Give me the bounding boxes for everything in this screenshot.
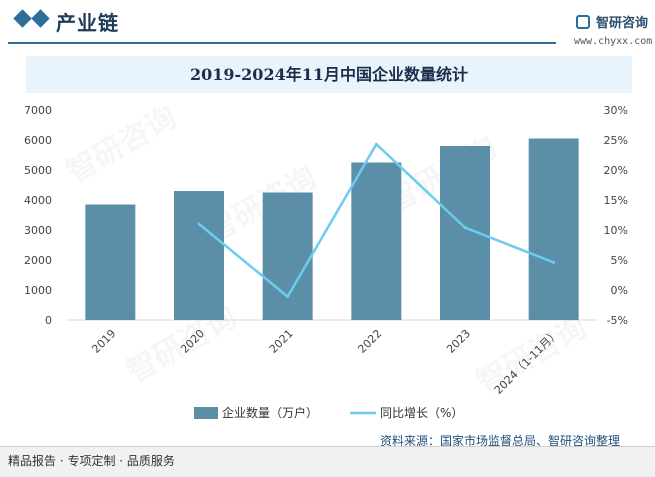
right-axis-tick-label: 5% bbox=[611, 254, 628, 267]
right-axis-tick-label: 15% bbox=[604, 194, 628, 207]
growth-point bbox=[463, 226, 467, 230]
left-axis-tick-label: 7000 bbox=[24, 104, 52, 117]
bar bbox=[528, 138, 579, 320]
left-axis-tick-label: 2000 bbox=[24, 254, 52, 267]
x-tick-label: 2023 bbox=[444, 327, 473, 356]
bar bbox=[351, 162, 402, 320]
x-tick-label: 2019 bbox=[89, 327, 118, 356]
brand-url: www.chyxx.com bbox=[574, 36, 653, 47]
left-axis-tick-label: 1000 bbox=[24, 284, 52, 297]
bar bbox=[262, 192, 313, 320]
growth-point bbox=[286, 295, 290, 299]
legend-bar-label: 企业数量（万户） bbox=[222, 405, 318, 420]
right-axis-tick-label: 20% bbox=[604, 164, 628, 177]
left-axis-tick-label: 6000 bbox=[24, 134, 52, 147]
right-axis-tick-label: 0% bbox=[611, 284, 628, 297]
legend-bar-swatch bbox=[194, 407, 218, 419]
left-axis-tick-label: 5000 bbox=[24, 164, 52, 177]
x-tick-label: 2020 bbox=[178, 327, 207, 356]
left-axis-tick-label: 3000 bbox=[24, 224, 52, 237]
right-axis-tick-label: 10% bbox=[604, 224, 628, 237]
section-title: 产业链 bbox=[56, 11, 119, 35]
bar bbox=[85, 204, 136, 320]
header-divider bbox=[8, 42, 556, 44]
legend-line-label: 同比增长（%） bbox=[380, 406, 463, 420]
right-axis-tick-label: 25% bbox=[604, 134, 628, 147]
x-tick-label: 2021 bbox=[267, 327, 296, 356]
source-note: 资料来源：国家市场监督总局、智研咨询整理 bbox=[380, 434, 621, 448]
chart-title-band: 2019-2024年11月中国企业数量统计 bbox=[26, 56, 632, 93]
chart-title: 2019-2024年11月中国企业数量统计 bbox=[190, 65, 468, 84]
bar bbox=[440, 146, 490, 320]
footer-bar: 精品报告 · 专项定制 · 品质服务 bbox=[0, 446, 655, 477]
footer-slogan: 精品报告 · 专项定制 · 品质服务 bbox=[8, 454, 175, 468]
x-tick-label: 2022 bbox=[355, 327, 384, 356]
left-axis-tick-label: 4000 bbox=[24, 194, 52, 207]
growth-point bbox=[552, 260, 556, 264]
right-axis-tick-label: 30% bbox=[604, 104, 628, 117]
bar bbox=[174, 191, 224, 320]
brand-name: 智研咨询 bbox=[596, 16, 649, 31]
brand-logo-icon bbox=[576, 15, 590, 29]
growth-point bbox=[374, 142, 378, 146]
left-axis-tick-label: 0 bbox=[45, 314, 52, 327]
growth-point bbox=[197, 222, 201, 226]
x-tick-label: 2024（1-11月） bbox=[492, 327, 562, 397]
section-header: 产业链 智研咨询 www.chyxx.com bbox=[0, 0, 655, 47]
right-axis-tick-label: -5% bbox=[607, 314, 628, 327]
